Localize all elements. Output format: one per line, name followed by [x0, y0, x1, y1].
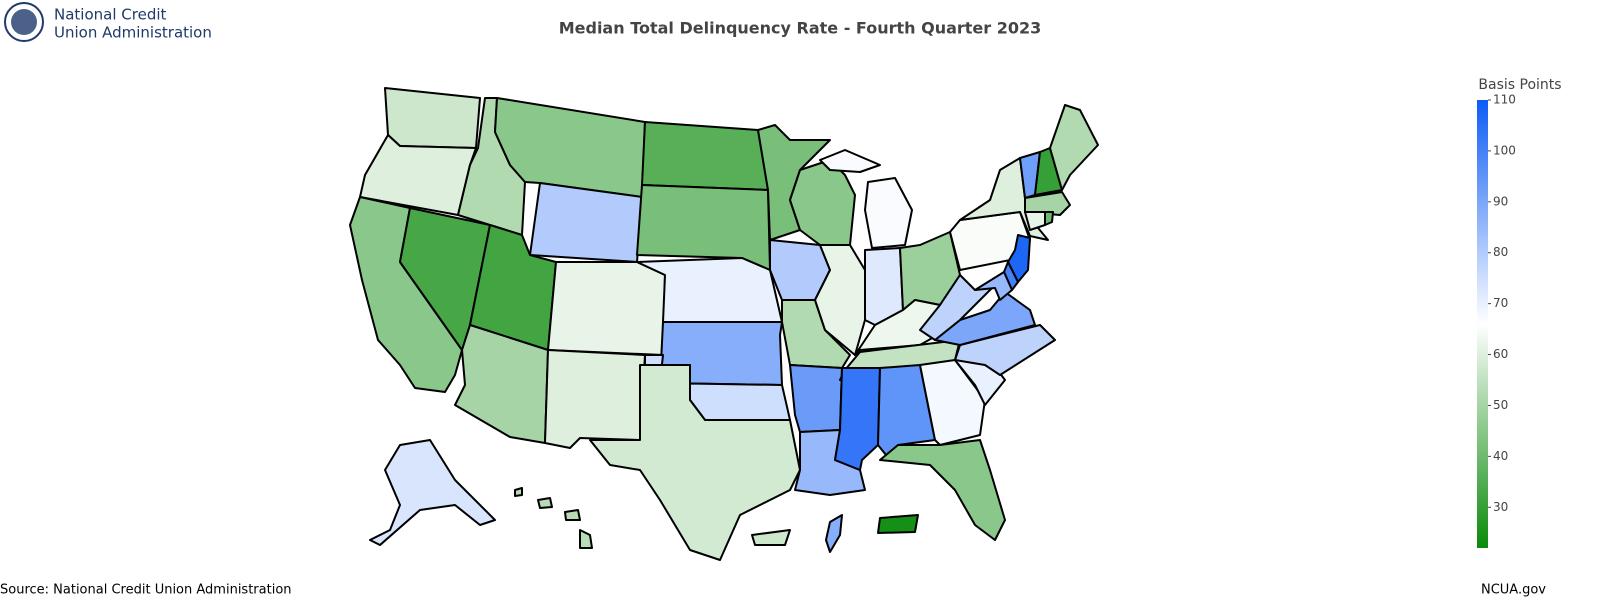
region [834, 367, 881, 471]
region [919, 274, 996, 341]
colorbar-tick-label: 30 [1493, 500, 1508, 514]
region [1024, 191, 1071, 216]
region [789, 364, 843, 433]
colorbar-tick-label: 50 [1493, 398, 1508, 412]
colorbar-tick-label: 90 [1493, 194, 1508, 208]
region [547, 261, 666, 356]
region [529, 182, 643, 263]
region [877, 514, 919, 534]
region [1044, 211, 1054, 226]
region [1049, 104, 1099, 191]
logo: National Credit Union Administration [4, 2, 212, 42]
colorbar-tick-label: 60 [1493, 347, 1508, 361]
region [825, 514, 843, 553]
colorbar-title: Basis Points [1478, 77, 1561, 93]
region [589, 364, 801, 561]
site-note: NCUA.gov [1481, 583, 1546, 598]
region [369, 439, 496, 546]
region [1024, 211, 1046, 231]
colorbar-tick-label: 110 [1493, 93, 1516, 107]
region [544, 349, 646, 449]
region [954, 324, 1056, 376]
region [751, 529, 791, 546]
logo-eagle [11, 9, 37, 35]
region [384, 87, 481, 149]
colorbar-tick-label: 40 [1493, 449, 1508, 463]
region [819, 149, 913, 249]
colorbar-tick-label: 100 [1493, 143, 1516, 157]
region [641, 121, 769, 191]
region [636, 184, 771, 271]
region [879, 439, 1006, 541]
region [514, 487, 593, 549]
source-note: Source: National Credit Union Administra… [0, 583, 292, 598]
colorbar: 30 40 50 60 70 80 90 100 110 [1477, 93, 1516, 548]
colorbar-fill [1477, 100, 1488, 548]
logo-text: National Credit [54, 6, 167, 24]
map [349, 87, 1099, 561]
region [974, 271, 1013, 301]
region [934, 291, 1036, 346]
chart-title: Median Total Delinquency Rate - Fourth Q… [559, 19, 1042, 38]
colorbar-tick-label: 80 [1493, 245, 1508, 259]
region [789, 159, 856, 246]
logo-text: Union Administration [54, 24, 212, 42]
colorbar-tick-label: 70 [1493, 296, 1508, 310]
